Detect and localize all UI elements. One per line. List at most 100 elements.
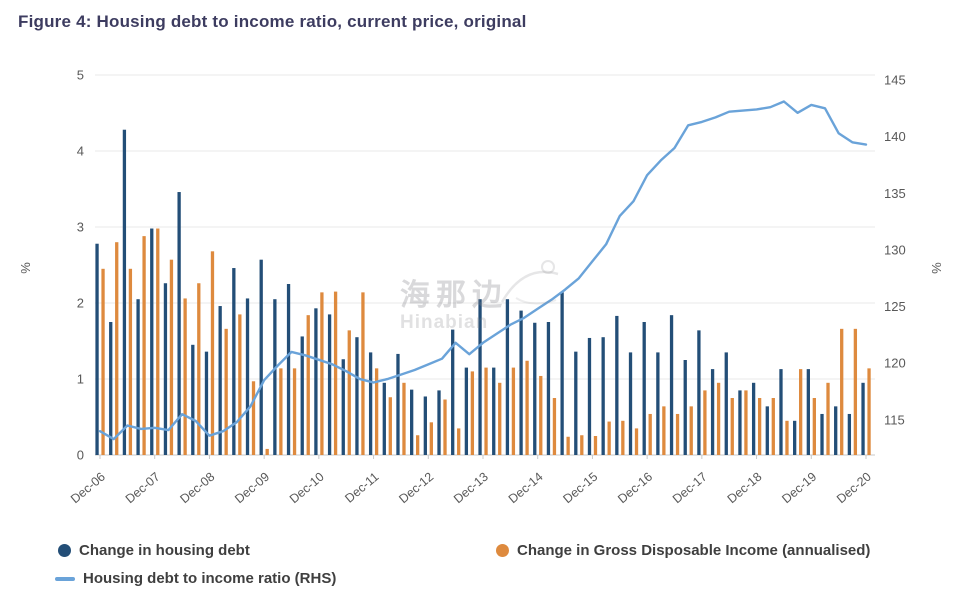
x-axis-tick-label: Dec-20 <box>834 470 874 507</box>
bar-gdi <box>744 390 748 455</box>
bar-housing-debt <box>273 299 277 455</box>
bar-housing-debt <box>464 367 469 455</box>
x-axis-tick-label: Dec-17 <box>670 470 710 507</box>
bar-housing-debt <box>300 336 304 455</box>
bar-gdi <box>785 420 789 455</box>
bar-gdi <box>662 406 666 455</box>
bar-housing-debt <box>286 284 291 455</box>
bar-housing-debt <box>601 337 605 455</box>
legend-item-housing-debt: Change in housing debt <box>58 542 250 559</box>
x-axis-tick-label: Dec-16 <box>615 470 655 507</box>
bar-housing-debt <box>191 344 195 455</box>
bar-housing-debt <box>765 406 769 455</box>
y-axis-right-unit-label: % <box>929 262 944 274</box>
legend-item-gdi: Change in Gross Disposable Income (annua… <box>496 542 870 559</box>
bar-gdi <box>484 367 488 455</box>
bar-gdi <box>840 328 844 455</box>
bar-housing-debt <box>710 369 715 455</box>
bar-housing-debt <box>478 299 482 455</box>
bar-housing-debt <box>669 315 674 455</box>
bar-gdi <box>580 435 584 455</box>
bar-gdi <box>197 283 201 455</box>
bar-housing-debt <box>751 382 756 455</box>
bar-gdi <box>757 398 762 455</box>
bar-gdi <box>470 371 475 455</box>
x-axis-tick-label: Dec-10 <box>287 470 327 507</box>
chart-area: 0 1 2 3 4 5 115 120 125 130 135 140 145 Dec-06 Dec-07 D… <box>18 68 944 507</box>
x-axis-tick-label: Dec-11 <box>342 470 381 506</box>
bar-gdi <box>183 298 187 455</box>
bar-housing-debt <box>820 413 824 455</box>
bar-gdi <box>771 398 775 455</box>
bar-gdi <box>402 382 406 455</box>
bar-housing-debt <box>341 359 345 455</box>
bar-gdi <box>593 436 598 455</box>
x-axis-tick-label: Dec-19 <box>779 470 819 507</box>
bar-gdi <box>416 435 420 455</box>
bar-housing-debt <box>109 322 113 455</box>
bar-gdi <box>292 368 297 455</box>
bar-housing-debt <box>136 299 140 455</box>
bar-gdi <box>156 228 160 455</box>
bar-gdi <box>648 413 652 455</box>
bar-gdi <box>634 428 639 455</box>
bar-housing-debt <box>834 406 838 455</box>
bar-gdi <box>703 390 707 455</box>
bar-gdi <box>333 291 338 455</box>
legend-label-housing-debt: Change in housing debt <box>79 542 250 559</box>
y-axis-left-tick-label: 3 <box>77 220 84 235</box>
y-axis-left-tick-label: 4 <box>77 144 84 159</box>
y-axis-left-tick-label: 0 <box>77 448 84 463</box>
y-axis-right-tick-label: 125 <box>884 299 906 314</box>
bar-gdi <box>142 236 146 455</box>
y-axis-right-tick-label: 115 <box>884 412 905 427</box>
bar-gdi <box>429 422 433 455</box>
bar-gdi <box>525 360 529 455</box>
bar-housing-debt <box>410 389 414 455</box>
bar-housing-debt <box>656 352 660 455</box>
bar-housing-debt <box>587 337 592 455</box>
y-axis-right-tick-label: 145 <box>884 72 906 87</box>
bar-gdi <box>251 381 256 455</box>
bar-housing-debt <box>779 369 783 455</box>
bar-housing-debt <box>355 337 359 455</box>
bar-housing-debt <box>847 413 852 455</box>
bar-housing-debt <box>95 243 99 455</box>
bar-housing-debt <box>574 351 578 455</box>
bar-housing-debt <box>642 322 646 455</box>
bar-gdi <box>799 369 803 455</box>
x-axis-tick-label: Dec-06 <box>68 470 108 507</box>
bar-gdi <box>566 436 570 455</box>
y-axis-right-tick-label: 140 <box>884 129 906 144</box>
bar-housing-debt <box>204 351 209 455</box>
bar-gdi <box>716 382 721 455</box>
legend-label-ratio: Housing debt to income ratio (RHS) <box>83 570 337 587</box>
bar-gdi <box>169 259 174 455</box>
bar-housing-debt <box>232 268 236 455</box>
bar-housing-debt <box>519 310 523 455</box>
bar-housing-debt <box>628 352 633 455</box>
x-axis-tick-label: Dec-07 <box>123 470 163 507</box>
y-axis-right-tick-label: 135 <box>884 186 906 201</box>
bar-gdi <box>552 398 557 455</box>
bar-housing-debt <box>861 382 865 455</box>
y-axis-right-tick-label: 130 <box>884 242 906 257</box>
bar-gdi <box>826 382 830 455</box>
bar-housing-debt <box>368 352 373 455</box>
bar-housing-debt <box>806 369 810 455</box>
chart-legend: Change in housing debt Change in Gross D… <box>0 534 960 596</box>
bar-housing-debt <box>382 382 386 455</box>
bar-housing-debt <box>793 420 797 455</box>
legend-marker-gdi <box>496 544 509 557</box>
y-axis-left-tick-label: 2 <box>77 296 84 311</box>
bar-housing-debt <box>314 308 318 455</box>
bar-gdi <box>812 398 816 455</box>
x-axis-tick-label: Dec-12 <box>396 470 436 507</box>
bar-housing-debt <box>546 322 551 455</box>
bar-gdi <box>306 315 310 455</box>
page-title: Figure 4: Housing debt to income ratio, … <box>18 12 527 31</box>
bar-gdi <box>607 421 611 455</box>
bar-housing-debt <box>533 322 537 455</box>
legend-marker-ratio-line <box>55 576 75 581</box>
